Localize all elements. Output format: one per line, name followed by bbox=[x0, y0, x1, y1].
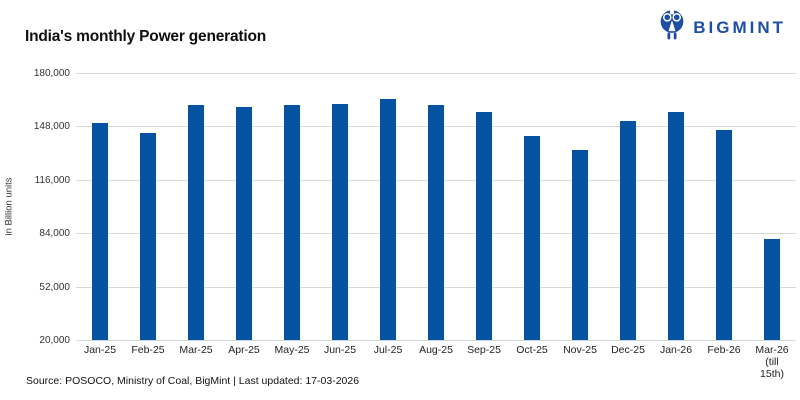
y-tick-label: 84,000 bbox=[39, 228, 70, 240]
x-tick-label: May-25 bbox=[274, 344, 310, 356]
bar-sep-25 bbox=[476, 112, 492, 340]
y-tick-label: 180,000 bbox=[33, 68, 70, 79]
bar-jun-25 bbox=[332, 103, 348, 340]
x-tick-label: Oct-25 bbox=[516, 344, 548, 356]
grid-line bbox=[76, 73, 796, 74]
x-axis-tick-labels: Jan-25 Feb-25 Mar-25 Apr-25 May-25 Jun-25 Jul-… bbox=[76, 344, 796, 384]
bar-mar-26 bbox=[764, 239, 780, 340]
x-tick-label: Jan-26 bbox=[659, 344, 693, 356]
bar-feb-26 bbox=[716, 129, 732, 340]
y-tick-label: 20,000 bbox=[39, 335, 70, 346]
bar-apr-25 bbox=[236, 107, 252, 340]
bar-dec-25 bbox=[620, 121, 636, 340]
x-tick-label: Sep-25 bbox=[467, 344, 501, 356]
x-tick-label: Feb-26 bbox=[707, 344, 741, 356]
x-tick-label: Nov-25 bbox=[563, 344, 597, 356]
bigmint-logo-text: BIGMINT bbox=[693, 17, 786, 37]
x-tick-label: Apr-25 bbox=[228, 344, 260, 356]
x-tick-label: Jun-25 bbox=[323, 344, 357, 356]
bar-may-25 bbox=[284, 104, 300, 340]
x-tick-label: Dec-25 bbox=[611, 344, 645, 356]
y-axis-tick-labels: 180,000 148,000 116,000 84,000 52,000 20,000 bbox=[0, 68, 70, 346]
grid-line bbox=[76, 340, 796, 341]
bar-aug-25 bbox=[428, 104, 444, 340]
source-attribution: Source: POSOCO, Ministry of Coal, BigMin… bbox=[26, 375, 360, 387]
x-tick-label: Jul-25 bbox=[373, 344, 403, 356]
bar-oct-25 bbox=[524, 135, 540, 340]
chart-title: India's monthly Power generation bbox=[25, 28, 267, 45]
bar-jan-25 bbox=[92, 123, 108, 340]
x-tick-label: Mar-25 bbox=[179, 344, 213, 356]
x-tick-label: Feb-25 bbox=[131, 344, 165, 356]
bigmint-logo-icon bbox=[658, 8, 686, 47]
plot-area bbox=[76, 73, 796, 341]
bar-jan-26 bbox=[668, 112, 684, 340]
bigmint-logo: BIGMINT bbox=[658, 8, 786, 47]
bar-jul-25 bbox=[380, 98, 396, 340]
bar-feb-25 bbox=[140, 133, 156, 340]
y-tick-label: 52,000 bbox=[39, 281, 70, 293]
x-tick-label: Mar-26 (till 15th) bbox=[755, 344, 789, 380]
bar-mar-25 bbox=[188, 104, 204, 340]
y-tick-label: 148,000 bbox=[33, 121, 70, 133]
x-tick-label: Aug-25 bbox=[419, 344, 453, 356]
y-tick-label: 116,000 bbox=[34, 174, 70, 186]
x-tick-label: Jan-25 bbox=[83, 344, 117, 356]
bar-nov-25 bbox=[572, 149, 588, 340]
